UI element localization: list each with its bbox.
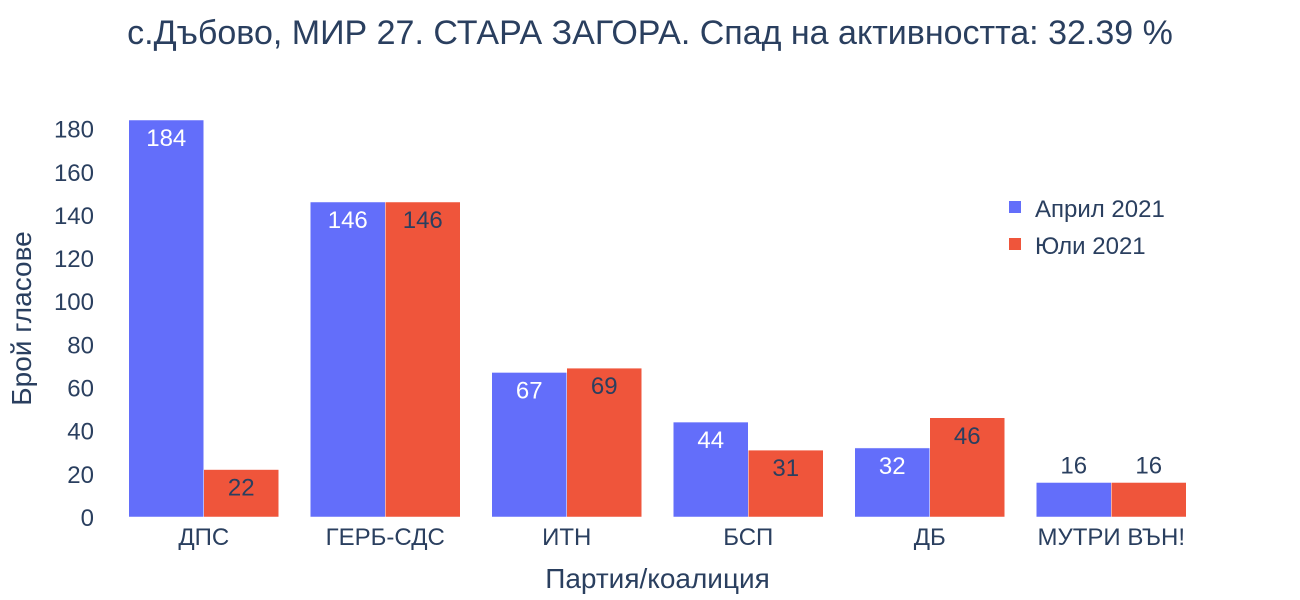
legend-swatch: [1009, 238, 1021, 250]
y-tick-label: 80: [67, 332, 94, 359]
bar[interactable]: [203, 469, 279, 518]
bar-value-label: 46: [954, 423, 981, 450]
bar[interactable]: [673, 421, 749, 518]
bar-value-label: 67: [516, 377, 543, 404]
legend-item-label[interactable]: Април 2021: [1035, 196, 1165, 223]
bar-value-label: 146: [328, 207, 368, 234]
chart-title: с.Дъбово, МИР 27. СТАРА ЗАГОРА. Спад на …: [127, 14, 1173, 52]
bar-value-label: 22: [228, 475, 255, 502]
legend-swatch: [1009, 201, 1021, 213]
y-tick-label: 60: [67, 376, 94, 403]
y-tick-label: 160: [54, 160, 94, 187]
bar[interactable]: [854, 447, 930, 518]
bar[interactable]: [566, 367, 642, 518]
bar[interactable]: [128, 119, 204, 518]
y-tick-label: 180: [54, 117, 94, 144]
x-tick-label: ДБ: [914, 524, 946, 551]
x-axis-title: Партия/коалиция: [545, 563, 770, 594]
bar[interactable]: [1036, 482, 1112, 518]
bar[interactable]: [929, 417, 1005, 518]
x-axis-ticks: ДПС ГЕРБ-СДС ИТН БСП ДБ МУТРИ ВЪН!: [178, 524, 1185, 551]
bars-group: [128, 119, 1187, 518]
y-tick-label: 100: [54, 289, 94, 316]
y-tick-label: 20: [67, 462, 94, 489]
bar[interactable]: [1111, 482, 1187, 518]
bar-value-label: 44: [697, 427, 724, 454]
bar[interactable]: [491, 372, 567, 518]
bar[interactable]: [748, 449, 824, 518]
y-tick-label: 140: [54, 203, 94, 230]
y-axis-ticks: 0 20 40 60 80 100 120 140 160 180: [54, 117, 94, 532]
y-tick-label: 120: [54, 246, 94, 273]
bar-value-label: 146: [403, 207, 443, 234]
bar[interactable]: [385, 201, 461, 518]
bar-labels-group: 184 22 146 146 67 69 44 31 32 46 16 16: [146, 125, 1162, 502]
bar-value-label: 69: [591, 373, 618, 400]
x-tick-label: ГЕРБ-СДС: [326, 524, 445, 551]
x-tick-label: БСП: [723, 524, 773, 551]
x-tick-label: ДПС: [178, 524, 229, 551]
bar-value-label: 31: [772, 455, 799, 482]
x-tick-label: МУТРИ ВЪН!: [1038, 524, 1185, 551]
bar-value-label: 16: [1135, 452, 1162, 479]
bar[interactable]: [310, 201, 386, 518]
bar-value-label: 184: [146, 125, 186, 152]
legend[interactable]: Април 2021 Юли 2021: [1009, 196, 1165, 260]
bar-value-label: 32: [879, 453, 906, 480]
y-tick-label: 40: [67, 419, 94, 446]
legend-item-label[interactable]: Юли 2021: [1035, 233, 1146, 260]
x-tick-label: ИТН: [542, 524, 591, 551]
bar-value-label: 16: [1060, 452, 1087, 479]
y-tick-label: 0: [81, 505, 94, 532]
y-axis-title: Брой гласове: [6, 231, 37, 405]
